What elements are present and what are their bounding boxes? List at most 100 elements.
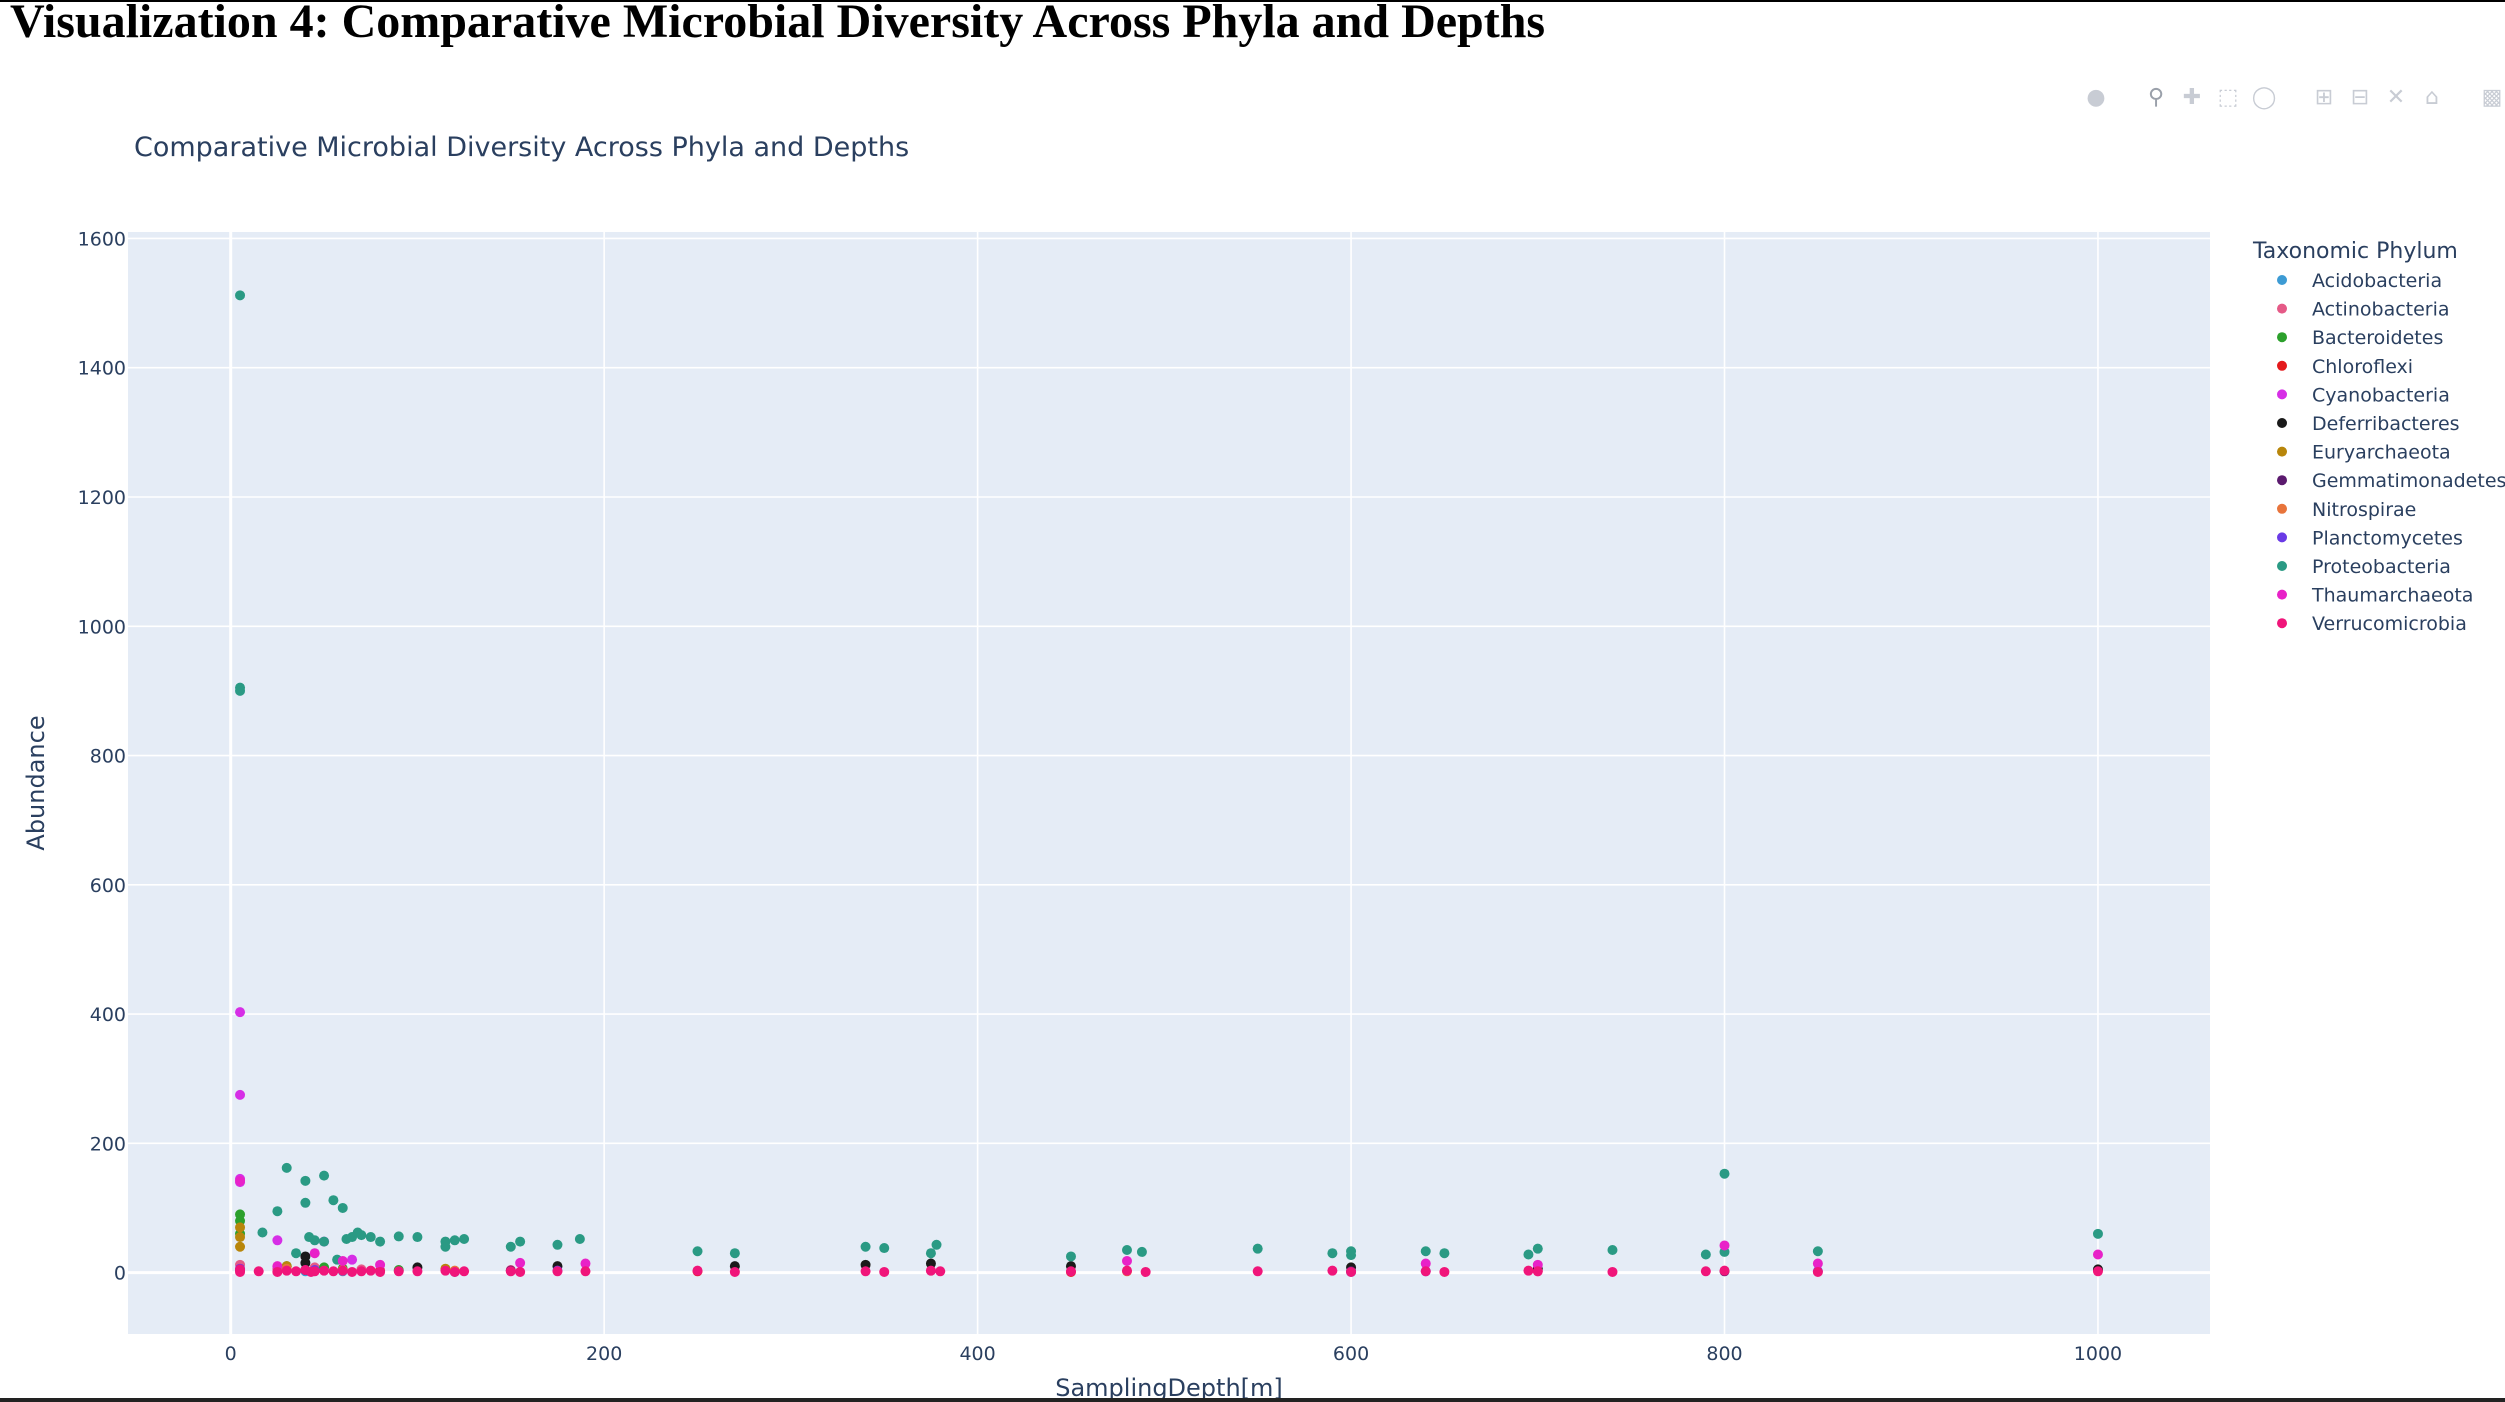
data-point-proteobacteria[interactable]: [860, 1241, 871, 1252]
data-point-proteobacteria[interactable]: [356, 1230, 367, 1241]
data-point-proteobacteria[interactable]: [1607, 1244, 1618, 1255]
data-point-thaumarchaeota[interactable]: [1719, 1240, 1730, 1251]
pan-icon[interactable]: ✚: [2182, 84, 2202, 110]
data-point-verrucomicrobia[interactable]: [515, 1266, 526, 1277]
legend-marker-acidobacteria[interactable]: [2277, 275, 2287, 285]
data-point-proteobacteria[interactable]: [412, 1232, 423, 1243]
data-point-verrucomicrobia[interactable]: [272, 1266, 283, 1277]
legend-label-acidobacteria[interactable]: Acidobacteria: [2312, 270, 2442, 292]
data-point-verrucomicrobia[interactable]: [935, 1266, 946, 1277]
data-point-proteobacteria[interactable]: [1700, 1249, 1711, 1260]
legend-label-proteobacteria[interactable]: Proteobacteria: [2312, 556, 2451, 578]
legend-marker-proteobacteria[interactable]: [2277, 561, 2287, 571]
data-point-verrucomicrobia[interactable]: [925, 1265, 936, 1276]
legend-label-verrucomicrobia[interactable]: Verrucomicrobia: [2312, 613, 2467, 635]
zoom-icon[interactable]: ⚲: [2147, 84, 2165, 110]
data-point-proteobacteria[interactable]: [552, 1239, 563, 1250]
data-point-verrucomicrobia[interactable]: [1812, 1266, 1823, 1277]
data-point-proteobacteria[interactable]: [1439, 1248, 1450, 1259]
data-point-verrucomicrobia[interactable]: [1121, 1265, 1132, 1276]
data-point-proteobacteria[interactable]: [375, 1236, 386, 1247]
data-point-proteobacteria[interactable]: [925, 1248, 936, 1259]
data-point-proteobacteria[interactable]: [879, 1243, 890, 1254]
data-point-proteobacteria[interactable]: [1420, 1246, 1431, 1257]
data-point-verrucomicrobia[interactable]: [1065, 1266, 1076, 1277]
legend-marker-actinobacteria[interactable]: [2277, 303, 2287, 314]
data-point-proteobacteria[interactable]: [257, 1227, 268, 1238]
data-point-verrucomicrobia[interactable]: [729, 1266, 740, 1277]
legend-label-gemmatimonadetes[interactable]: Gemmatimonadetes: [2312, 470, 2505, 492]
data-point-verrucomicrobia[interactable]: [328, 1266, 339, 1277]
zoom-in-icon[interactable]: ⊞: [2314, 84, 2334, 110]
legend-label-euryarchaeota[interactable]: Euryarchaeota: [2312, 442, 2451, 464]
legend-marker-verrucomicrobia[interactable]: [2277, 618, 2287, 629]
data-point-proteobacteria[interactable]: [1523, 1249, 1534, 1260]
data-point-deferribacteres[interactable]: [925, 1258, 936, 1269]
data-point-verrucomicrobia[interactable]: [1420, 1266, 1431, 1277]
data-point-proteobacteria[interactable]: [729, 1248, 740, 1259]
data-point-proteobacteria[interactable]: [1346, 1250, 1357, 1261]
legend-label-cyanobacteria[interactable]: Cyanobacteria: [2312, 384, 2450, 406]
data-point-proteobacteria[interactable]: [235, 685, 246, 696]
reset-axes-icon[interactable]: ⌂: [2425, 84, 2439, 110]
data-point-verrucomicrobia[interactable]: [253, 1266, 264, 1277]
data-point-verrucomicrobia[interactable]: [1523, 1265, 1534, 1276]
legend-marker-nitrospirae[interactable]: [2277, 503, 2287, 514]
data-point-proteobacteria[interactable]: [449, 1235, 460, 1246]
data-point-thaumarchaeota[interactable]: [2092, 1249, 2103, 1260]
data-point-verrucomicrobia[interactable]: [692, 1265, 703, 1276]
data-point-verrucomicrobia[interactable]: [1327, 1265, 1338, 1276]
data-point-thaumarchaeota[interactable]: [580, 1258, 591, 1269]
data-point-proteobacteria[interactable]: [515, 1236, 526, 1247]
plot-area[interactable]: [128, 232, 2210, 1334]
data-point-proteobacteria[interactable]: [1532, 1243, 1543, 1254]
data-point-proteobacteria[interactable]: [272, 1206, 283, 1217]
data-point-verrucomicrobia[interactable]: [505, 1266, 516, 1277]
data-point-cyanobacteria[interactable]: [235, 1089, 246, 1100]
data-point-proteobacteria[interactable]: [440, 1241, 451, 1252]
legend-marker-cyanobacteria[interactable]: [2277, 389, 2287, 400]
data-point-proteobacteria[interactable]: [1252, 1243, 1263, 1254]
data-point-proteobacteria[interactable]: [1136, 1246, 1147, 1257]
legend-label-planctomycetes[interactable]: Planctomycetes: [2312, 527, 2463, 549]
data-point-verrucomicrobia[interactable]: [1719, 1265, 1730, 1276]
data-point-proteobacteria[interactable]: [319, 1170, 330, 1181]
box-select-icon[interactable]: ⬚: [2217, 84, 2239, 110]
legend-label-chloroflexi[interactable]: Chloroflexi: [2312, 356, 2413, 378]
data-point-proteobacteria[interactable]: [300, 1197, 311, 1208]
data-point-verrucomicrobia[interactable]: [281, 1265, 292, 1276]
data-point-proteobacteria[interactable]: [574, 1233, 585, 1244]
legend-label-nitrospirae[interactable]: Nitrospirae: [2312, 499, 2416, 521]
data-point-thaumarchaeota[interactable]: [309, 1248, 320, 1259]
data-point-proteobacteria[interactable]: [309, 1235, 320, 1246]
data-point-proteobacteria[interactable]: [1719, 1168, 1730, 1179]
data-point-verrucomicrobia[interactable]: [1439, 1266, 1450, 1277]
data-point-verrucomicrobia[interactable]: [356, 1266, 367, 1277]
data-point-proteobacteria[interactable]: [1065, 1251, 1076, 1262]
data-point-verrucomicrobia[interactable]: [2092, 1266, 2103, 1277]
data-point-verrucomicrobia[interactable]: [1140, 1266, 1151, 1277]
data-point-thaumarchaeota[interactable]: [515, 1257, 526, 1268]
data-point-proteobacteria[interactable]: [1121, 1244, 1132, 1255]
data-point-verrucomicrobia[interactable]: [879, 1266, 890, 1277]
camera-icon[interactable]: ●: [2086, 84, 2106, 110]
autoscale-icon[interactable]: ✕: [2386, 84, 2406, 110]
data-point-verrucomicrobia[interactable]: [309, 1266, 320, 1277]
data-point-proteobacteria[interactable]: [235, 290, 246, 301]
data-point-proteobacteria[interactable]: [1327, 1248, 1338, 1259]
legend-label-actinobacteria[interactable]: Actinobacteria: [2312, 299, 2450, 321]
data-point-proteobacteria[interactable]: [1812, 1246, 1823, 1257]
data-point-proteobacteria[interactable]: [281, 1162, 292, 1173]
data-point-cyanobacteria[interactable]: [272, 1235, 283, 1246]
data-point-proteobacteria[interactable]: [365, 1232, 376, 1243]
data-point-verrucomicrobia[interactable]: [1532, 1266, 1543, 1277]
data-point-verrucomicrobia[interactable]: [552, 1266, 563, 1277]
data-point-verrucomicrobia[interactable]: [1700, 1266, 1711, 1277]
data-point-verrucomicrobia[interactable]: [1252, 1266, 1263, 1277]
legend-marker-planctomycetes[interactable]: [2277, 532, 2287, 543]
data-point-verrucomicrobia[interactable]: [440, 1265, 451, 1276]
data-point-proteobacteria[interactable]: [337, 1202, 348, 1213]
data-point-verrucomicrobia[interactable]: [580, 1266, 591, 1277]
data-point-proteobacteria[interactable]: [319, 1236, 330, 1247]
data-point-verrucomicrobia[interactable]: [412, 1266, 423, 1277]
